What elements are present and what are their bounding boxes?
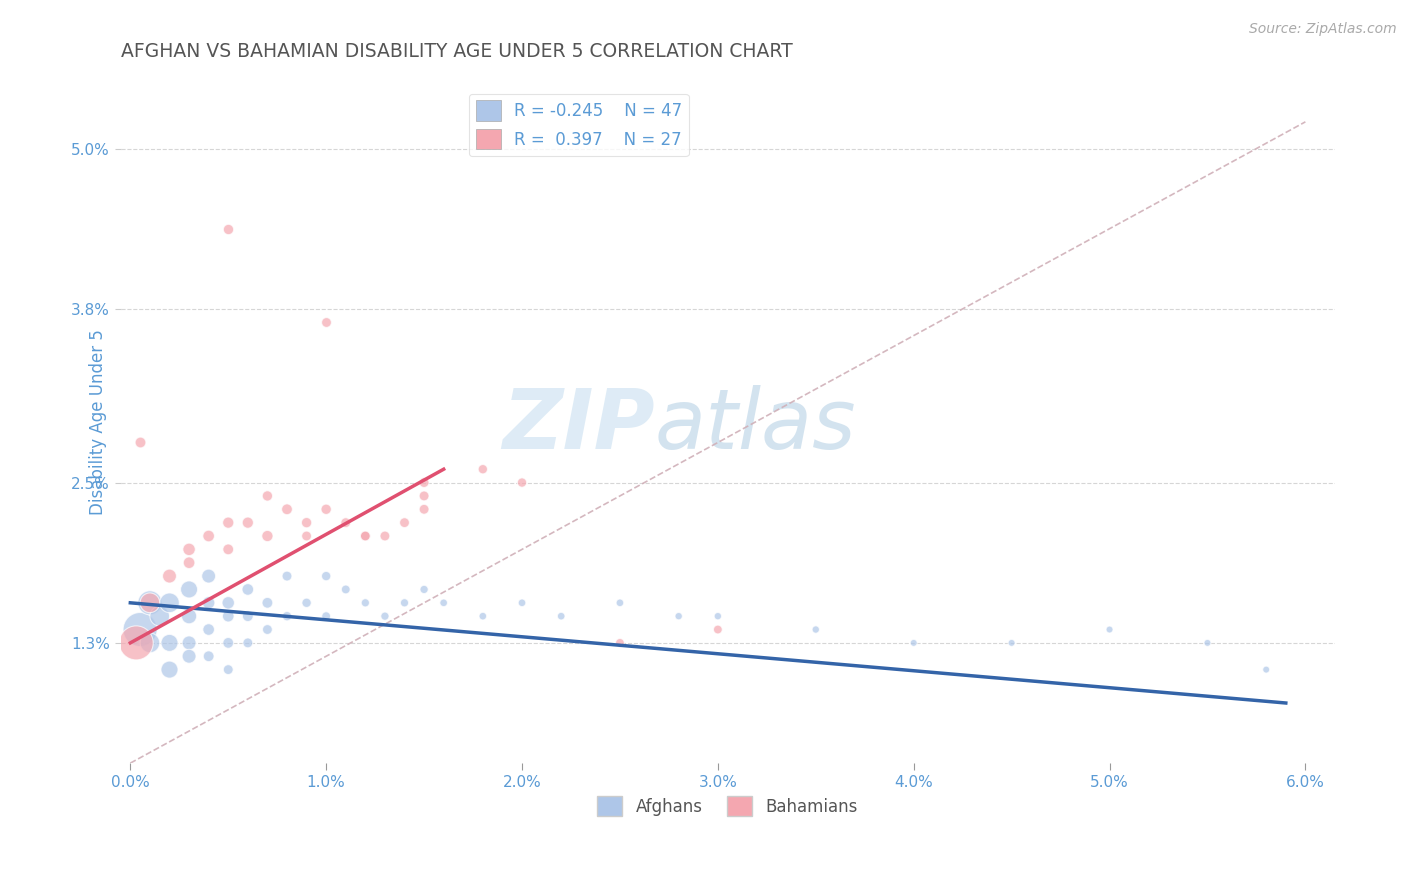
Text: atlas: atlas — [655, 385, 856, 467]
Point — [609, 636, 631, 650]
Point — [354, 529, 377, 543]
Text: AFGHAN VS BAHAMIAN DISABILITY AGE UNDER 5 CORRELATION CHART: AFGHAN VS BAHAMIAN DISABILITY AGE UNDER … — [121, 42, 793, 61]
Point — [354, 529, 377, 543]
Point — [177, 556, 200, 570]
Point — [197, 569, 219, 583]
Text: Source: ZipAtlas.com: Source: ZipAtlas.com — [1249, 22, 1396, 37]
Point — [413, 582, 436, 597]
Point — [217, 542, 239, 557]
Point — [197, 529, 219, 543]
Point — [335, 582, 357, 597]
Point — [149, 609, 172, 624]
Point — [197, 649, 219, 664]
Point — [159, 663, 181, 677]
Y-axis label: Disability Age Under 5: Disability Age Under 5 — [89, 329, 107, 516]
Point — [236, 582, 259, 597]
Point — [315, 569, 337, 583]
Point — [707, 623, 730, 637]
Point — [217, 609, 239, 624]
Point — [177, 609, 200, 624]
Point — [236, 609, 259, 624]
Point — [129, 435, 152, 450]
Point — [510, 596, 533, 610]
Point — [609, 596, 631, 610]
Point — [159, 569, 181, 583]
Point — [159, 636, 181, 650]
Point — [177, 649, 200, 664]
Point — [335, 516, 357, 530]
Point — [394, 596, 416, 610]
Point — [197, 623, 219, 637]
Point — [256, 489, 278, 503]
Point — [413, 502, 436, 516]
Point — [139, 636, 162, 650]
Point — [236, 516, 259, 530]
Point — [217, 636, 239, 650]
Point — [315, 502, 337, 516]
Point — [217, 663, 239, 677]
Point — [1256, 663, 1278, 677]
Point — [374, 609, 396, 624]
Point — [256, 529, 278, 543]
Point — [217, 516, 239, 530]
Point — [295, 529, 318, 543]
Point — [510, 475, 533, 490]
Point — [295, 516, 318, 530]
Point — [903, 636, 925, 650]
Point — [276, 569, 298, 583]
Legend: Afghans, Bahamians: Afghans, Bahamians — [591, 789, 865, 823]
Point — [471, 462, 494, 476]
Point — [1098, 623, 1121, 637]
Point — [295, 596, 318, 610]
Point — [433, 596, 456, 610]
Point — [374, 529, 396, 543]
Point — [256, 623, 278, 637]
Point — [139, 596, 162, 610]
Point — [276, 502, 298, 516]
Point — [217, 596, 239, 610]
Point — [177, 542, 200, 557]
Text: ZIP: ZIP — [502, 385, 655, 467]
Point — [139, 596, 162, 610]
Point — [471, 609, 494, 624]
Point — [236, 636, 259, 650]
Point — [129, 623, 152, 637]
Point — [177, 636, 200, 650]
Point — [197, 596, 219, 610]
Point — [707, 609, 730, 624]
Point — [804, 623, 827, 637]
Point — [276, 609, 298, 624]
Point — [217, 221, 239, 235]
Point — [1197, 636, 1219, 650]
Point — [315, 609, 337, 624]
Point — [315, 315, 337, 329]
Point — [256, 596, 278, 610]
Point — [125, 636, 148, 650]
Point — [550, 609, 572, 624]
Point — [413, 475, 436, 490]
Point — [394, 516, 416, 530]
Point — [354, 596, 377, 610]
Point — [668, 609, 690, 624]
Point — [413, 489, 436, 503]
Point — [159, 596, 181, 610]
Point — [177, 582, 200, 597]
Point — [1001, 636, 1024, 650]
